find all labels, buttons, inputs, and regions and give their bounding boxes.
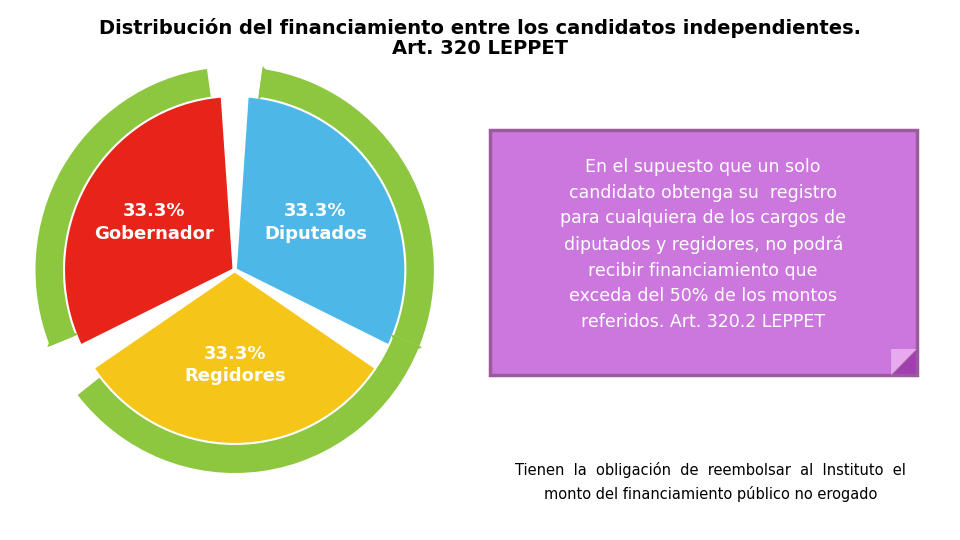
Text: En el supuesto que un solo
candidato obtenga su  registro
para cualquiera de los: En el supuesto que un solo candidato obt… bbox=[561, 158, 846, 331]
FancyBboxPatch shape bbox=[490, 130, 917, 375]
Polygon shape bbox=[47, 324, 78, 347]
Wedge shape bbox=[63, 96, 234, 347]
Polygon shape bbox=[891, 349, 917, 375]
Text: 33.3%
Regidores: 33.3% Regidores bbox=[184, 345, 285, 385]
Text: Distribución del financiamiento entre los candidatos independientes.: Distribución del financiamiento entre lo… bbox=[99, 18, 861, 38]
Polygon shape bbox=[258, 66, 278, 100]
Wedge shape bbox=[92, 270, 377, 445]
Wedge shape bbox=[258, 69, 434, 346]
Polygon shape bbox=[391, 334, 422, 357]
Text: Tienen  la  obligación  de  reembolsar  al  Instituto  el
monto del financiamien: Tienen la obligación de reembolsar al In… bbox=[516, 462, 906, 502]
Text: 33.3%
Diputados: 33.3% Diputados bbox=[264, 202, 367, 242]
Polygon shape bbox=[891, 349, 917, 375]
Wedge shape bbox=[78, 335, 420, 473]
Wedge shape bbox=[234, 96, 406, 347]
Text: 33.3%
Gobernador: 33.3% Gobernador bbox=[94, 202, 214, 242]
Wedge shape bbox=[36, 69, 211, 346]
Text: Art. 320 LEPPET: Art. 320 LEPPET bbox=[392, 38, 568, 57]
